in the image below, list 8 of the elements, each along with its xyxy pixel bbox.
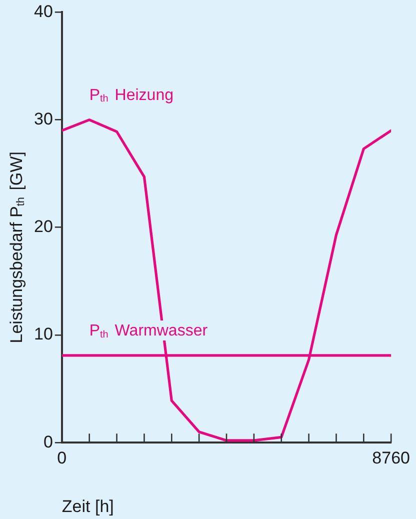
y-axis-title: Leistungsbedarf Pth [GW] [7, 152, 28, 344]
y-tick-label: 10 [34, 324, 53, 344]
x-axis-title: Zeit [h] [62, 497, 114, 516]
y-tick-label: 40 [34, 2, 53, 21]
y-tick-label: 30 [34, 109, 53, 128]
y-tick-label: 0 [43, 432, 53, 452]
x-tick-label: 8760 [372, 448, 410, 468]
y-tick-label: 20 [34, 217, 53, 236]
